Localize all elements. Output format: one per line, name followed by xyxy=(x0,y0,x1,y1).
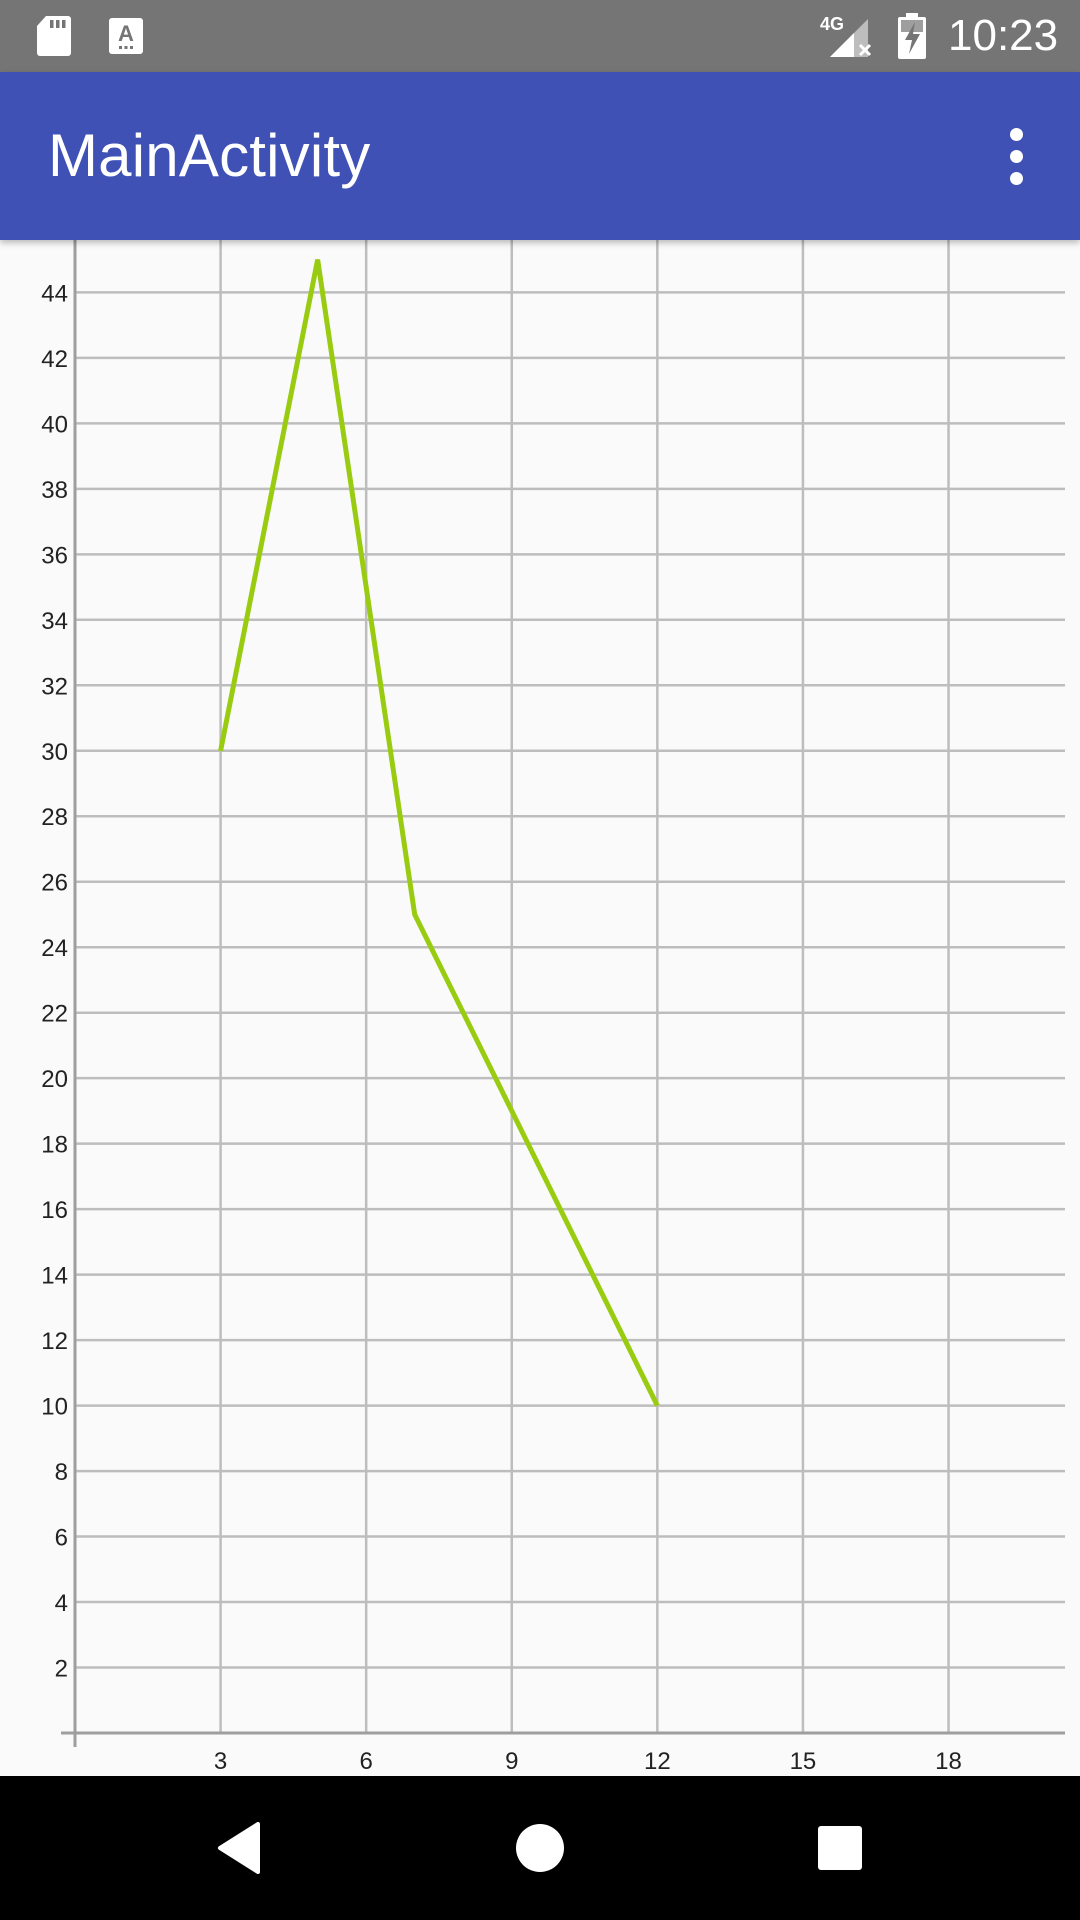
x-tick-label: 12 xyxy=(644,1748,671,1775)
data-point xyxy=(220,750,222,752)
back-triangle-icon xyxy=(218,1822,260,1874)
y-tick-label: 8 xyxy=(55,1459,68,1486)
chart-tick-labels: 2468101214161820222426283032343638404244… xyxy=(41,280,962,1775)
app-title: MainActivity xyxy=(48,122,371,189)
x-tick-label: 15 xyxy=(790,1748,817,1775)
y-tick-label: 36 xyxy=(41,542,68,569)
chart-series xyxy=(218,259,660,1407)
recents-button[interactable] xyxy=(770,1776,910,1920)
y-tick-label: 2 xyxy=(55,1656,68,1683)
more-vert-icon-dot xyxy=(1009,171,1023,185)
y-tick-label: 6 xyxy=(55,1525,68,1552)
y-tick-label: 42 xyxy=(41,346,68,373)
recents-square-icon xyxy=(818,1826,862,1870)
more-vert-icon-dot xyxy=(1009,149,1023,163)
y-tick-label: 44 xyxy=(41,280,68,307)
status-bar: A 4G 10:23 xyxy=(0,0,1080,72)
home-button[interactable] xyxy=(470,1776,610,1920)
y-tick-label: 26 xyxy=(41,870,68,897)
x-tick-label: 18 xyxy=(935,1748,962,1775)
battery-charging-icon xyxy=(896,0,928,72)
status-time: 10:23 xyxy=(948,11,1059,60)
sd-card-icon xyxy=(36,0,72,72)
keyboard-a-icon: A xyxy=(108,0,144,72)
line-chart[interactable]: 2 4 6 8 10 12 14 16 18 20 22 24 26 28 30 32 34 36 38 40 42 44… xyxy=(0,240,1080,1776)
more-vert-icon xyxy=(1009,127,1023,141)
y-tick-label: 10 xyxy=(41,1394,68,1421)
y-tick-label: 38 xyxy=(41,477,68,504)
svg-text:A: A xyxy=(118,21,134,46)
app-bar: MainActivity xyxy=(0,72,1080,240)
series-line xyxy=(218,259,660,1407)
y-tick-label: 40 xyxy=(41,411,68,438)
data-point xyxy=(656,1405,658,1407)
back-button[interactable] xyxy=(170,1776,310,1920)
overflow-menu-button[interactable] xyxy=(988,120,1044,192)
navigation-bar xyxy=(0,1776,1080,1920)
line-chart-svg: 2468101214161820222426283032343638404244… xyxy=(41,240,1065,1775)
chart-grid xyxy=(75,240,1065,1733)
x-tick-label: 6 xyxy=(359,1748,372,1775)
cellular-signal-icon: 4G xyxy=(818,0,878,72)
y-tick-label: 16 xyxy=(41,1197,68,1224)
y-tick-label: 32 xyxy=(41,673,68,700)
chart-axes xyxy=(61,240,1065,1747)
data-point xyxy=(317,259,319,261)
y-tick-label: 14 xyxy=(41,1263,68,1290)
y-tick-label: 4 xyxy=(55,1590,68,1617)
y-tick-label: 28 xyxy=(41,804,68,831)
y-tick-label: 22 xyxy=(41,1001,68,1028)
network-type-label: 4G xyxy=(820,14,844,34)
y-tick-label: 34 xyxy=(41,608,68,635)
y-tick-label: 20 xyxy=(41,1066,68,1093)
y-tick-label: 12 xyxy=(41,1328,68,1355)
home-circle-icon xyxy=(516,1824,564,1872)
y-tick-label: 18 xyxy=(41,1132,68,1159)
y-tick-label: 24 xyxy=(41,935,68,962)
x-tick-label: 3 xyxy=(214,1748,227,1775)
data-point xyxy=(414,913,416,915)
y-tick-label: 30 xyxy=(41,739,68,766)
x-tick-label: 9 xyxy=(505,1748,518,1775)
